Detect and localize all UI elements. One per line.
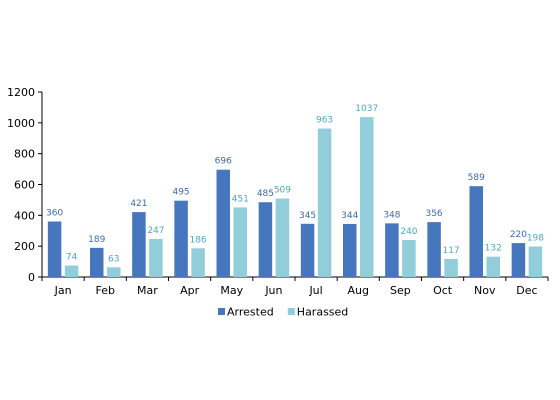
data-label-harassed-oct: 117	[442, 246, 459, 256]
bar-harassed-feb	[107, 267, 121, 277]
x-tick-label: Oct	[433, 284, 453, 297]
y-axis: 0 200 400 600 800 1000 1200	[7, 86, 43, 284]
x-tick-label: Apr	[180, 284, 200, 297]
x-tick-label: Mar	[137, 284, 158, 297]
legend-label-harassed: Harassed	[297, 306, 349, 319]
data-label-harassed-mar: 247	[147, 226, 164, 236]
data-label-arrested-jul: 345	[299, 211, 316, 221]
data-label-harassed-sep: 240	[400, 227, 417, 237]
data-label-harassed-nov: 132	[485, 244, 502, 254]
data-label-arrested-apr: 495	[172, 188, 189, 198]
y-tick-label: 400	[14, 209, 35, 222]
x-tick-label: Jul	[308, 284, 322, 297]
bar-arrested-may	[216, 169, 230, 277]
bar-harassed-sep	[402, 240, 416, 277]
bar-arrested-dec	[511, 243, 526, 277]
data-label-harassed-aug: 1037	[355, 104, 378, 114]
bars	[47, 117, 543, 277]
bar-arrested-apr	[174, 200, 188, 277]
y-tick-label: 1200	[7, 86, 35, 99]
data-label-harassed-jan: 74	[66, 253, 78, 263]
data-label-harassed-jun: 509	[274, 186, 291, 196]
x-tick-label: Jun	[264, 284, 282, 297]
bar-harassed-dec	[528, 246, 543, 277]
x-tick-label: Sep	[390, 284, 411, 297]
bar-arrested-mar	[132, 212, 146, 277]
x-tick-label: Jan	[54, 284, 72, 297]
bar-harassed-nov	[486, 256, 500, 277]
bar-harassed-may	[233, 207, 247, 277]
bar-harassed-oct	[444, 258, 458, 277]
data-label-harassed-feb: 63	[108, 254, 119, 264]
data-label-harassed-may: 451	[232, 194, 249, 204]
y-tick-label: 600	[14, 179, 35, 192]
legend: Arrested Harassed	[218, 306, 348, 319]
data-label-arrested-jun: 485	[257, 189, 274, 199]
y-tick-label: 0	[28, 271, 35, 284]
x-tick-label: Dec	[516, 284, 537, 297]
x-tick-label: Nov	[474, 284, 496, 297]
bar-arrested-nov	[469, 186, 483, 277]
y-tick-label: 1000	[7, 117, 35, 130]
data-label-arrested-jan: 360	[46, 209, 63, 219]
x-tick-label: May	[220, 284, 243, 297]
bar-arrested-oct	[427, 222, 441, 277]
bar-harassed-aug	[360, 117, 374, 277]
bar-harassed-jun	[275, 198, 290, 277]
data-label-arrested-nov: 589	[468, 173, 485, 183]
bar-arrested-feb	[90, 247, 104, 277]
bar-arrested-sep	[385, 223, 399, 277]
data-label-arrested-mar: 421	[130, 199, 147, 209]
y-tick-label: 200	[14, 240, 35, 253]
x-tick-label: Feb	[96, 284, 115, 297]
legend-swatch-arrested	[218, 308, 225, 315]
legend-label-arrested: Arrested	[227, 306, 274, 319]
data-label-harassed-jul: 963	[316, 116, 333, 126]
bar-arrested-aug	[343, 223, 357, 277]
x-axis: Jan Feb Mar Apr May Jun Jul Aug Sep Oct Nov Dec	[41, 276, 549, 297]
data-label-arrested-sep: 348	[383, 210, 400, 220]
data-label-harassed-dec: 198	[527, 233, 544, 243]
bar-harassed-apr	[191, 248, 205, 277]
bar-harassed-jul	[317, 128, 332, 277]
legend-swatch-harassed	[287, 308, 295, 315]
data-label-arrested-may: 696	[215, 157, 232, 167]
data-label-harassed-apr: 186	[189, 235, 206, 245]
x-tick-label: Aug	[348, 284, 369, 297]
bar-harassed-jan	[64, 265, 79, 277]
data-label-arrested-dec: 220	[510, 230, 527, 240]
bar-arrested-jun	[258, 202, 273, 277]
data-label-arrested-oct: 356	[425, 209, 442, 219]
bar-arrested-jan	[47, 221, 62, 277]
data-label-arrested-aug: 344	[341, 211, 358, 221]
y-tick-label: 800	[14, 148, 35, 161]
bar-harassed-mar	[149, 238, 163, 277]
bar-arrested-jul	[300, 223, 315, 277]
data-label-arrested-feb: 189	[88, 235, 105, 245]
